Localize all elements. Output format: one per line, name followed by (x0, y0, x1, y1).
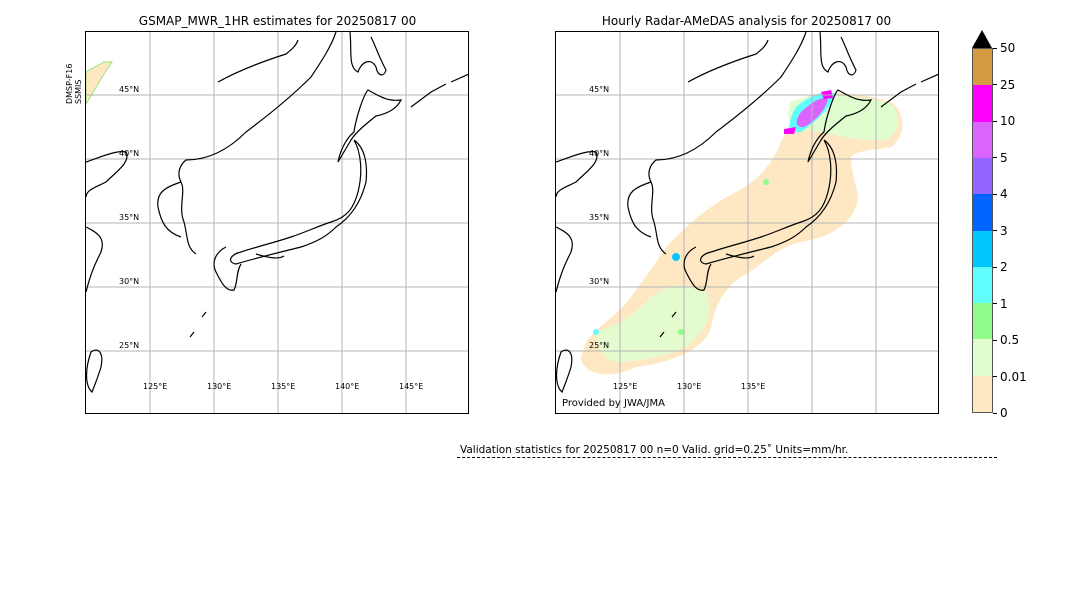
lat-label-35: 35°N (119, 213, 140, 222)
colorbar-tick-label: 5 (1000, 150, 1008, 165)
colorbar-tick (993, 193, 997, 195)
lat-label-30: 30°N (589, 277, 610, 286)
lon-label-135: 135°E (271, 382, 296, 391)
right-map[interactable]: 45°N 40°N 35°N 30°N 25°N 125°E 130°E 135… (555, 31, 939, 414)
lat-label-25: 25°N (589, 341, 610, 350)
colorbar-extend-arrow (972, 30, 992, 48)
colorbar-tick (993, 230, 997, 231)
colorbar-tick-label: 3 (1000, 223, 1008, 238)
colorbar-tick (993, 84, 997, 85)
graticule (86, 32, 468, 413)
left-map-canvas (86, 32, 468, 413)
colorbar-tick-label: 4 (1000, 187, 1008, 201)
colorbar-segment (973, 375, 992, 412)
lon-label-145: 145°E (399, 382, 424, 391)
satellite-swath (86, 61, 113, 105)
validation-divider (457, 457, 997, 458)
colorbar-segment (973, 49, 992, 86)
colorbar-segment (973, 339, 992, 376)
lat-label-45: 45°N (589, 85, 610, 94)
right-map-canvas (556, 32, 938, 413)
colorbar-tick-label: 0.5 (1000, 333, 1020, 347)
sensor-label: DMSP-F16 SSMIS (65, 63, 83, 104)
graticule (556, 32, 938, 413)
data-credit: Provided by JWA/JMA (562, 398, 665, 409)
validation-statistics: Validation statistics for 20250817 00 n=… (460, 444, 849, 456)
lat-label-30: 30°N (119, 277, 140, 286)
colorbar-tick (993, 47, 997, 49)
lon-label-130: 130°E (207, 382, 232, 391)
lon-label-135: 135°E (741, 382, 766, 391)
colorbar-tick (993, 157, 997, 158)
lon-label-125: 125°E (613, 382, 638, 391)
colorbar-tick (993, 303, 997, 304)
colorbar-segment (973, 85, 992, 122)
colorbar-segment (973, 303, 992, 340)
colorbar-tick (993, 120, 997, 122)
colorbar-segment (973, 157, 992, 195)
colorbar-segment (973, 266, 992, 304)
lat-label-45: 45°N (119, 85, 140, 94)
coastlines (86, 32, 468, 393)
lat-label-40: 40°N (119, 149, 140, 158)
colorbar-tick (993, 412, 997, 414)
lon-label-130: 130°E (677, 382, 702, 391)
lat-label-40: 40°N (589, 149, 610, 158)
colorbar-tick-label: 1 (1000, 296, 1008, 311)
colorbar-tick (993, 266, 997, 268)
coastlines (556, 32, 938, 393)
precip-field (581, 90, 903, 375)
colorbar-tick (993, 376, 997, 377)
left-map[interactable]: 45°N 40°N 35°N 30°N 25°N 125°E 130°E 135… (85, 31, 469, 414)
lat-label-35: 35°N (589, 213, 610, 222)
lon-label-125: 125°E (143, 382, 168, 391)
colorbar-tick-label: 2 (1000, 260, 1008, 274)
colorbar-tick-label: 25 (1000, 77, 1016, 92)
colorbar-segment (973, 230, 992, 267)
right-map-title: Hourly Radar-AMeDAS analysis for 2025081… (601, 14, 892, 28)
colorbar-tick-label: 0.01 (1000, 369, 1027, 384)
left-map-title: GSMAP_MWR_1HR estimates for 20250817 00 (138, 14, 417, 28)
colorbar (972, 48, 993, 413)
colorbar-segment (973, 121, 992, 158)
colorbar-tick-label: 0 (1000, 406, 1008, 420)
colorbar-segment (973, 194, 992, 231)
lat-label-25: 25°N (119, 341, 140, 350)
colorbar-tick-label: 10 (1000, 114, 1016, 128)
lon-label-140: 140°E (335, 382, 360, 391)
colorbar-tick-label: 50 (1000, 41, 1016, 55)
colorbar-tick (993, 339, 997, 341)
